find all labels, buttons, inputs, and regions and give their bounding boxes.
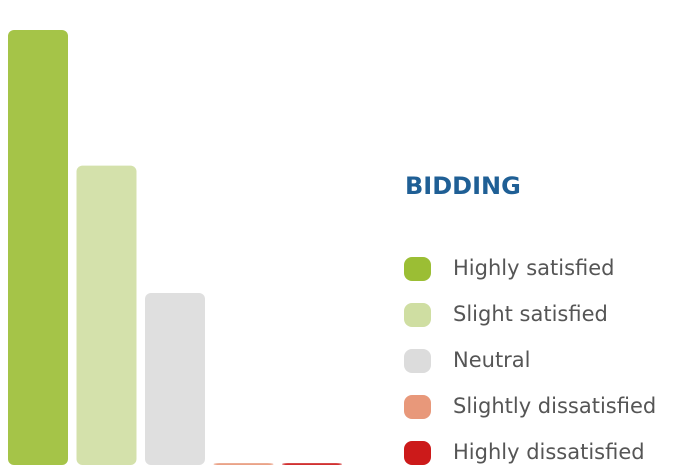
bar — [213, 463, 274, 465]
bar — [282, 463, 342, 465]
bar — [145, 293, 205, 465]
legend-swatch — [404, 349, 431, 373]
legend-label: Neutral — [453, 348, 531, 372]
legend-swatch — [404, 303, 431, 327]
legend-swatch — [404, 257, 431, 281]
legend-label: Slight satisfied — [453, 302, 608, 326]
legend-swatch — [404, 395, 431, 419]
legend-label: Slightly dissatisfied — [453, 394, 656, 418]
chart-title: BIDDING — [405, 172, 521, 200]
bar — [76, 165, 137, 466]
legend-swatch — [404, 441, 431, 465]
legend-label: Highly satisfied — [453, 256, 615, 280]
legend-label: Highly dissatisfied — [453, 440, 645, 464]
bar — [8, 30, 68, 466]
